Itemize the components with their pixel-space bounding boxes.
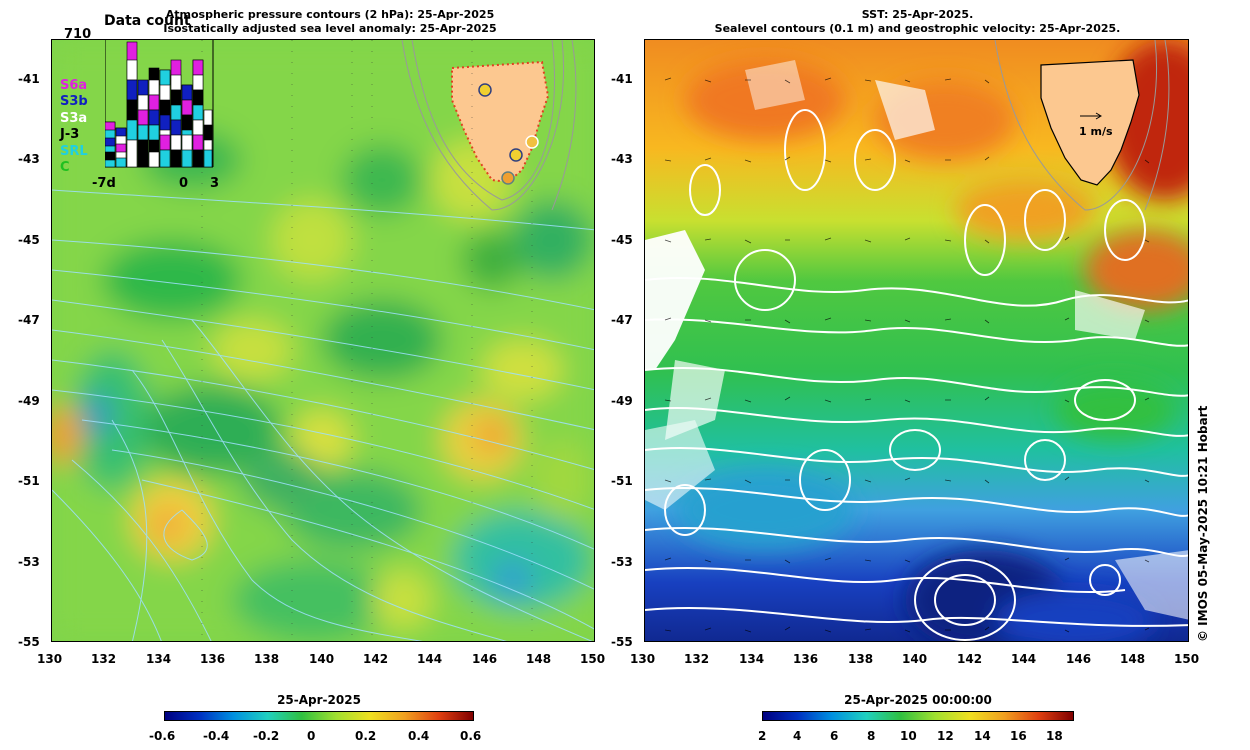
satellite-legend-j3: J-3 — [60, 127, 80, 142]
velocity-scale-label: 1 m/s — [1079, 125, 1113, 138]
right-x-tick: 132 — [684, 652, 710, 666]
right-x-tick: 148 — [1120, 652, 1146, 666]
left-y-tick: -51 — [18, 474, 40, 488]
right-colorbar — [762, 711, 1074, 721]
right-x-tick: 136 — [793, 652, 819, 666]
right-x-tick: 142 — [957, 652, 983, 666]
left-colorbar-tick: -0.6 — [149, 729, 176, 743]
left-title-line2: Isostatically adjusted sea level anomaly… — [163, 22, 497, 35]
right-colorbar-title: 25-Apr-2025 00:00:00 — [844, 693, 992, 707]
left-colorbar — [164, 711, 474, 721]
left-x-tick: 136 — [200, 652, 226, 666]
tasmania-land — [451, 60, 550, 184]
right-colorbar-tick: 12 — [937, 729, 954, 743]
left-title-line1: Atmospheric pressure contours (2 hPa): 2… — [165, 8, 495, 21]
right-x-tick: 138 — [848, 652, 874, 666]
tide-gauge-marker[interactable] — [509, 148, 523, 162]
right-x-tick: 140 — [902, 652, 928, 666]
right-x-tick: 146 — [1066, 652, 1092, 666]
right-y-tick: -55 — [611, 635, 633, 649]
left-x-tick: 144 — [417, 652, 443, 666]
left-colorbar-tick: 0.2 — [355, 729, 377, 743]
left-y-tick: -53 — [18, 555, 40, 569]
data-count-xtick: -7d — [92, 176, 116, 191]
right-y-tick: -43 — [611, 152, 633, 166]
right-x-tick: 134 — [739, 652, 765, 666]
left-colorbar-tick: 0.4 — [408, 729, 430, 743]
right-y-tick: -49 — [611, 394, 633, 408]
tide-gauge-marker[interactable] — [525, 135, 539, 149]
data-count-xtick: 0 — [179, 176, 189, 191]
right-x-tick: 130 — [630, 652, 656, 666]
cloud-mask — [645, 60, 1188, 620]
left-x-tick: 142 — [363, 652, 389, 666]
right-y-tick: -53 — [611, 555, 633, 569]
left-y-tick: -41 — [18, 72, 40, 86]
left-colorbar-tick: 0 — [307, 729, 316, 743]
right-colorbar-tick: 2 — [758, 729, 767, 743]
left-x-tick: 146 — [472, 652, 498, 666]
tide-gauge-marker[interactable] — [501, 171, 515, 185]
left-y-tick: -49 — [18, 394, 40, 408]
right-y-tick: -41 — [611, 72, 633, 86]
left-colorbar-tick: -0.2 — [253, 729, 280, 743]
left-x-tick: 130 — [37, 652, 63, 666]
right-title-line2: Sealevel contours (0.1 m) and geostrophi… — [714, 22, 1121, 35]
satellite-legend-c: C — [60, 160, 70, 175]
data-count-inset — [104, 40, 215, 170]
right-colorbar-tick: 18 — [1046, 729, 1063, 743]
left-y-tick: -55 — [18, 635, 40, 649]
left-y-tick: -45 — [18, 233, 40, 247]
right-colorbar-tick: 14 — [974, 729, 991, 743]
geostrophic-velocity-vectors — [664, 77, 1150, 633]
left-colorbar-tick: -0.4 — [203, 729, 230, 743]
left-colorbar-tick: 0.6 — [460, 729, 482, 743]
right-y-tick: -47 — [611, 313, 633, 327]
tasmania-land — [1040, 59, 1140, 186]
satellite-legend-srl: SRL — [60, 144, 88, 159]
left-y-tick: -47 — [18, 313, 40, 327]
satellite-legend-s3b: S3b — [60, 94, 88, 109]
sla-field — [52, 40, 594, 641]
right-y-tick: -51 — [611, 474, 633, 488]
right-title-line1: SST: 25-Apr-2025. — [861, 8, 974, 21]
bathymetry-contours — [994, 40, 1170, 211]
left-x-tick: 134 — [146, 652, 172, 666]
satellite-legend-s6a: S6a — [60, 78, 88, 93]
left-x-tick: 148 — [526, 652, 552, 666]
velocity-scale-arrowhead — [1095, 112, 1102, 120]
tide-gauge-marker[interactable] — [478, 83, 492, 97]
sealevel-contours — [645, 109, 1188, 641]
right-colorbar-tick: 6 — [830, 729, 839, 743]
left-colorbar-title: 25-Apr-2025 — [277, 693, 361, 707]
satellite-legend-s3a: S3a — [60, 111, 88, 126]
bathymetry-contours — [401, 40, 577, 211]
left-x-tick: 132 — [91, 652, 117, 666]
right-colorbar-tick: 8 — [867, 729, 876, 743]
data-count-bars — [104, 40, 214, 168]
right-colorbar-tick: 10 — [900, 729, 917, 743]
right-x-tick: 144 — [1011, 652, 1037, 666]
right-y-tick: -45 — [611, 233, 633, 247]
data-count-xtick: 3 — [210, 176, 220, 191]
right-colorbar-tick: 16 — [1010, 729, 1027, 743]
right-colorbar-tick: 4 — [793, 729, 802, 743]
pressure-contours — [52, 189, 594, 641]
left-title: Atmospheric pressure contours (2 hPa): 2… — [60, 8, 600, 36]
sst-map[interactable]: 1 m/s — [644, 39, 1189, 642]
left-y-tick: -43 — [18, 152, 40, 166]
data-count-max: 710 — [64, 27, 92, 42]
sea-level-anomaly-map[interactable] — [51, 39, 595, 642]
right-title: SST: 25-Apr-2025. Sealevel contours (0.1… — [645, 8, 1190, 36]
left-x-tick: 138 — [254, 652, 280, 666]
sst-field — [645, 40, 1188, 641]
imos-credit: © IMOS 05-May-2025 10:21 Hobart — [1196, 405, 1210, 642]
left-x-tick: 140 — [309, 652, 335, 666]
data-count-label: Data count — [104, 13, 191, 29]
right-x-tick: 150 — [1174, 652, 1200, 666]
left-x-tick: 150 — [580, 652, 606, 666]
